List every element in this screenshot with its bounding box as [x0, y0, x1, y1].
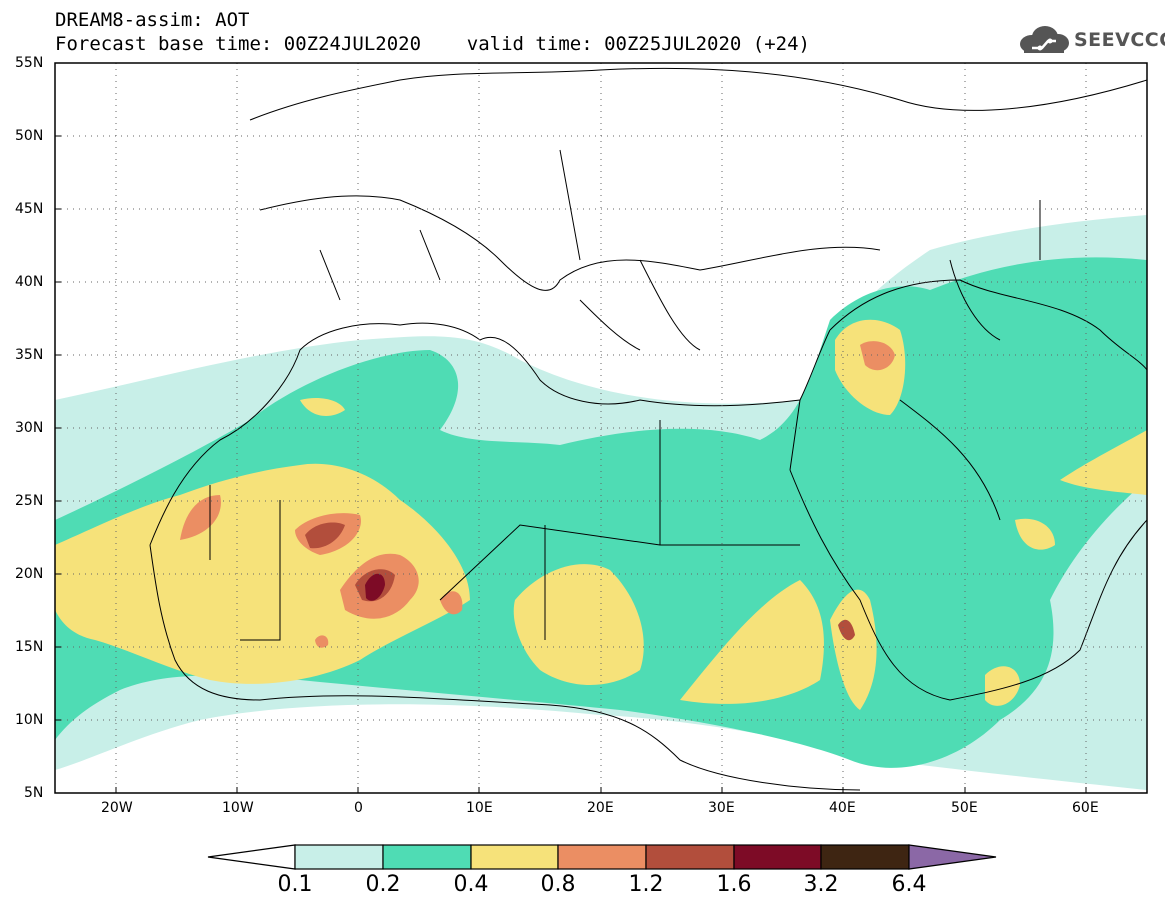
forecast-time-line: Forecast base time: 00Z24JUL2020 valid t…	[55, 33, 810, 55]
lat-label: 20N	[15, 566, 44, 582]
lon-label: 50E	[951, 800, 978, 816]
colorbar-label: 0.2	[365, 872, 401, 897]
colorbar-bin-2	[382, 844, 472, 870]
axis-ticks	[55, 62, 1087, 794]
lat-label: 50N	[15, 128, 44, 144]
lon-label: 60E	[1072, 800, 1099, 816]
colorbar-label: 0.4	[453, 872, 489, 897]
lon-label: 20W	[101, 800, 133, 816]
colorbar-bin-7	[820, 844, 910, 870]
country-borders	[149, 67, 1147, 791]
colorbar-over-triangle	[908, 844, 997, 870]
colorbar-bin-3	[470, 844, 559, 870]
lat-label: 30N	[15, 420, 44, 436]
lon-label: 20E	[587, 800, 614, 816]
colorbar-label: 0.8	[540, 872, 576, 897]
lon-label: 30E	[708, 800, 735, 816]
lat-label: 15N	[15, 639, 44, 655]
lat-label: 55N	[15, 55, 44, 71]
logo-text: SEEVCCC	[1074, 29, 1165, 51]
seevccc-logo: SEEVCCC	[1018, 24, 1165, 56]
cloud-icon	[1020, 26, 1069, 53]
lon-label: 0	[354, 800, 363, 816]
lat-label: 35N	[15, 347, 44, 363]
colorbar	[207, 844, 997, 870]
colorbar-bin-5	[645, 844, 735, 870]
colorbar-under-triangle	[207, 844, 296, 870]
lat-label: 5N	[24, 785, 44, 801]
colorbar-bin-1	[294, 844, 384, 870]
lat-label: 45N	[15, 201, 44, 217]
lat-label: 25N	[15, 493, 44, 509]
map-title: DREAM8-assim: AOT	[55, 9, 250, 31]
colorbar-bin-6	[733, 844, 822, 870]
lat-label: 40N	[15, 274, 44, 290]
colorbar-label: 3.2	[803, 872, 839, 897]
lon-label: 40E	[829, 800, 856, 816]
lat-label: 10N	[15, 712, 44, 728]
aot-fields	[55, 215, 1147, 790]
colorbar-label: 6.4	[891, 872, 927, 897]
lon-label: 10E	[466, 800, 493, 816]
colorbar-label: 0.1	[277, 872, 313, 897]
colorbar-label: 1.6	[716, 872, 752, 897]
lon-label: 10W	[222, 800, 254, 816]
grid-lines	[55, 63, 1147, 793]
colorbar-label: 1.2	[628, 872, 664, 897]
colorbar-bin-4	[557, 844, 647, 870]
